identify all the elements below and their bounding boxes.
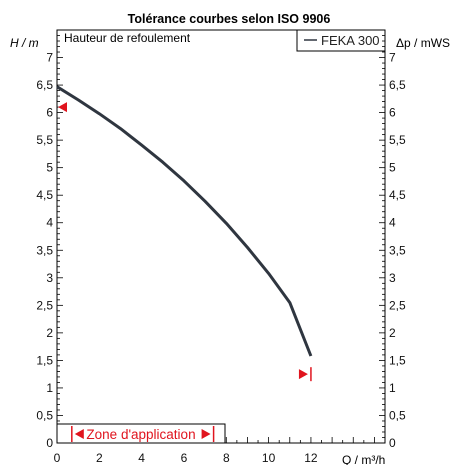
y-tick-label-right: 3,5 — [389, 243, 406, 257]
zone-end-arrow — [201, 429, 211, 439]
y-tick-label-left: 2,5 — [36, 298, 53, 312]
y-tick-label-left: 4 — [46, 216, 53, 230]
y-tick-label-right: 5,5 — [389, 133, 406, 147]
y-tick-label-left: 0 — [46, 436, 53, 450]
chart-title: Tolérance courbes selon ISO 9906 — [128, 12, 331, 26]
legend-box — [296, 29, 386, 52]
legend-label: FEKA 300 — [321, 33, 380, 48]
y-tick-label-right: 6 — [389, 106, 396, 120]
y-tick-label-left: 3 — [46, 271, 53, 285]
y-tick-label-right: 2 — [389, 326, 396, 340]
y-tick-label-left: 0,5 — [36, 408, 53, 422]
y-tick-label-right: 4,5 — [389, 188, 406, 202]
chart-subtitle: Hauteur de refoulement — [64, 31, 191, 45]
x-tick-label: 12 — [304, 451, 318, 465]
zone-start-arrow — [74, 429, 84, 439]
markers-layer — [58, 102, 312, 382]
y-axis-label-right: Δp / mWS — [396, 36, 450, 50]
y-tick-label-right: 2,5 — [389, 298, 406, 312]
x-tick-label: 2 — [96, 451, 103, 465]
y-tick-label-right: 6,5 — [389, 78, 406, 92]
y-axis-label-left: H / m — [10, 36, 39, 50]
y-tick-label-left: 4,5 — [36, 188, 53, 202]
x-tick-label: 0 — [54, 451, 61, 465]
y-tick-label-right: 3 — [389, 271, 396, 285]
zone-label: Zone d'application — [86, 427, 195, 442]
y-tick-label-right: 0,5 — [389, 408, 406, 422]
y-tick-label-right: 7 — [389, 51, 396, 65]
plot-frame — [56, 29, 386, 444]
tolerance-marker — [58, 102, 67, 113]
y-tick-label-right: 5 — [389, 161, 396, 175]
ticks-layer: 0 00,5 0,51 11,5 1,52 22,5 2,53 33,5 3,54 44,5 4,5… — [36, 29, 406, 465]
y-tick-label-left: 2 — [46, 326, 53, 340]
series-line — [56, 85, 313, 357]
series-layer — [56, 85, 313, 357]
x-tick-label: 6 — [181, 451, 188, 465]
x-tick-label: 4 — [138, 451, 145, 465]
y-tick-label-right: 1,5 — [389, 353, 406, 367]
y-tick-label-left: 1,5 — [36, 353, 53, 367]
y-tick-label-left: 6,5 — [36, 78, 53, 92]
x-tick-label: 10 — [262, 451, 276, 465]
y-tick-label-right: 0 — [389, 436, 396, 450]
y-tick-label-left: 7 — [46, 51, 53, 65]
y-tick-label-left: 6 — [46, 106, 53, 120]
zone-box — [56, 423, 226, 444]
tolerance-marker — [298, 369, 308, 380]
y-tick-label-left: 3,5 — [36, 243, 53, 257]
y-tick-label-left: 1 — [46, 381, 53, 395]
legend: FEKA 300 — [296, 29, 386, 52]
y-tick-label-right: 1 — [389, 381, 396, 395]
y-tick-label-right: 4 — [389, 216, 396, 230]
zone-application: Zone d'application — [56, 423, 226, 444]
y-tick-label-left: 5 — [46, 161, 53, 175]
x-tick-label: 8 — [223, 451, 230, 465]
x-axis-label: Q / m³/h — [342, 453, 385, 465]
y-tick-label-left: 5,5 — [36, 133, 53, 147]
